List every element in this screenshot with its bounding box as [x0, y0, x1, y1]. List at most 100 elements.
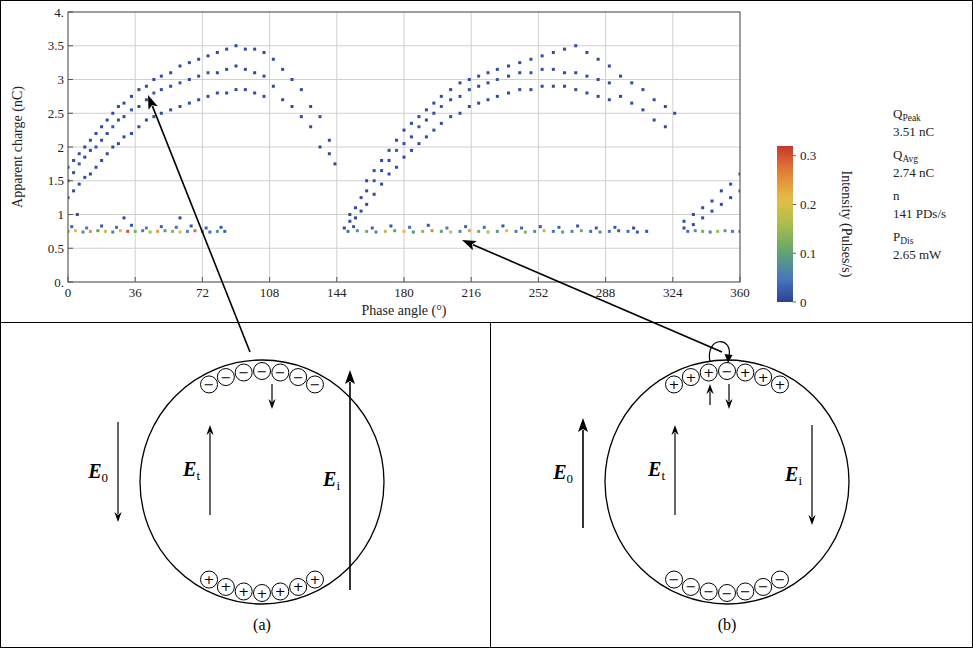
charge-motion-shaft: [728, 384, 729, 401]
charge: [235, 583, 252, 600]
pd-point: [449, 88, 452, 91]
pd-point: [664, 125, 667, 128]
charge: [719, 585, 736, 602]
x-tick-label: 360: [730, 285, 750, 300]
stat-value: 2.74 nC: [893, 165, 934, 180]
figure-border: [1, 1, 973, 648]
grid-line: [68, 248, 740, 249]
pointer-arrow-shaft: [152, 106, 250, 352]
charge-sign: +: [758, 370, 769, 385]
pd-point: [95, 132, 98, 135]
pd-point: [152, 115, 155, 118]
charge: [254, 363, 271, 380]
stat-symbol: QPeak: [893, 106, 921, 123]
charge: [235, 364, 252, 381]
pd-point: [104, 230, 107, 233]
pd-point: [597, 58, 600, 61]
pd-point: [365, 189, 368, 192]
pd-point: [403, 142, 406, 145]
pd-point: [608, 230, 611, 233]
pd-point: [459, 230, 462, 233]
field-symbol: E: [322, 468, 336, 490]
pd-point: [585, 75, 588, 78]
pd-point: [388, 173, 391, 176]
stat-symbol: QAvg: [893, 147, 918, 164]
charge: [771, 376, 788, 393]
y-tick-label: 2.5: [48, 106, 64, 121]
pd-point: [449, 115, 452, 118]
charge-sign: +: [293, 579, 304, 594]
charge-diagram: −−−−−−−+++++++E0EtEi(a): [87, 360, 384, 634]
stat-value: 141 PDs/s: [893, 206, 946, 221]
charge-sign: −: [238, 365, 249, 380]
pd-point: [468, 229, 471, 232]
pd-point: [585, 51, 588, 54]
charge-sign: −: [740, 584, 751, 599]
charge-sign: −: [220, 370, 231, 385]
pd-point: [487, 98, 490, 101]
grid-line: [68, 180, 740, 181]
pd-point: [160, 75, 163, 78]
pd-point: [360, 210, 363, 213]
pd-point: [106, 132, 109, 135]
x-tick: [68, 277, 69, 282]
pd-point: [319, 115, 322, 118]
stat-symbol-letter: P: [893, 229, 900, 244]
pd-point: [100, 139, 103, 142]
pd-point: [253, 48, 256, 51]
charge-sign: −: [703, 584, 714, 599]
pd-point: [417, 125, 420, 128]
field-subscript: 0: [102, 470, 109, 485]
y-tick: [68, 79, 73, 80]
pd-point: [169, 108, 172, 111]
pd-point: [653, 119, 656, 122]
pd-point: [141, 229, 144, 232]
y-tick-label: 0.: [54, 275, 64, 290]
y-tick: [68, 113, 73, 114]
pd-point: [507, 65, 510, 68]
pd-point: [496, 230, 499, 233]
field-subscript: i: [798, 473, 802, 488]
pd-point: [395, 149, 398, 152]
pd-point: [365, 179, 368, 182]
pd-point: [716, 230, 719, 233]
charge-sign: +: [775, 377, 786, 392]
charge-sign: −: [204, 377, 215, 392]
field-symbol: E: [784, 463, 798, 485]
stat-symbol: PDis: [893, 229, 914, 246]
pd-point: [445, 227, 448, 230]
pd-point: [395, 166, 398, 169]
charge: [290, 578, 307, 595]
field-arrow-shaft: [117, 422, 118, 514]
pd-point: [395, 139, 398, 142]
pd-point: [123, 135, 126, 138]
pd-point: [425, 119, 428, 122]
charge-sign: −: [293, 370, 304, 385]
charge: [700, 583, 717, 600]
field-arrow-head: [808, 515, 815, 525]
pd-point: [145, 227, 148, 230]
pd-point: [701, 230, 704, 233]
x-tick-label: 252: [529, 285, 549, 300]
pd-point: [207, 54, 210, 57]
charge: [306, 376, 323, 393]
pd-point: [563, 71, 566, 74]
y-tick-label: 4.: [54, 5, 64, 20]
pd-point: [501, 224, 504, 227]
charge-sign: +: [703, 365, 714, 380]
pd-point: [179, 216, 182, 219]
pd-point: [617, 229, 620, 232]
pd-point: [111, 125, 114, 128]
charge: [755, 578, 772, 595]
x-tick: [202, 277, 203, 282]
charge: [217, 578, 234, 595]
pd-point: [85, 227, 88, 230]
pd-point: [574, 88, 577, 91]
charge: [719, 363, 736, 380]
pd-point: [130, 108, 133, 111]
charge: [755, 369, 772, 386]
pd-point: [106, 152, 109, 155]
charge-sign: −: [722, 586, 733, 601]
statistics: QPeak3.51 nCQAvg2.74 nCn141 PDs/sPDis2.6…: [893, 106, 946, 262]
pd-point: [529, 58, 532, 61]
